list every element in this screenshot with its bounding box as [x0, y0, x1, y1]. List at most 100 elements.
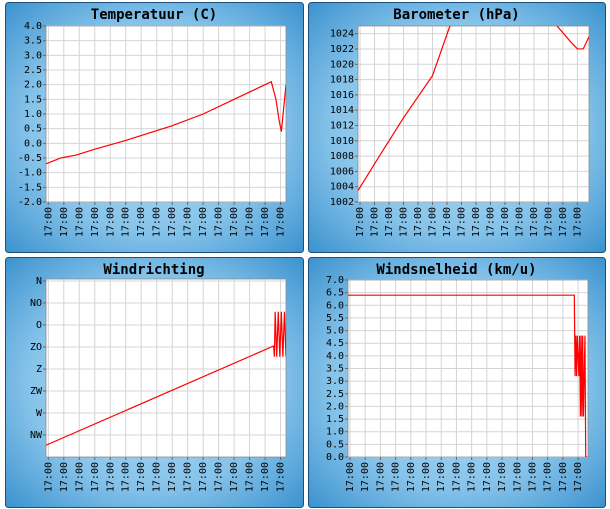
x-tick-label: 17:00 [482, 462, 493, 492]
y-tick-label: N [36, 276, 42, 287]
x-tick-label: 17:00 [214, 207, 225, 237]
x-tick-label: 17:00 [214, 462, 225, 492]
data-layer [46, 80, 286, 165]
x-tick-label: 17:00 [471, 207, 482, 237]
y-tick-label: 1010 [330, 136, 354, 147]
y-tick-label: 1.5 [24, 94, 42, 105]
plot-border [45, 25, 287, 203]
data-line [358, 26, 589, 191]
y-tick-label: 0.0 [24, 138, 42, 149]
x-tick-label: 17:00 [245, 207, 256, 237]
x-tick-label: 17:00 [136, 462, 147, 492]
y-tick-label: 3.5 [24, 36, 42, 47]
x-tick-label: 17:00 [245, 462, 256, 492]
x-tick-label: 17:00 [74, 462, 85, 492]
y-tick-label: 1014 [330, 105, 354, 116]
x-tick-label: 17:00 [121, 207, 132, 237]
plot-border [45, 278, 287, 458]
x-tick-label: 17:00 [573, 462, 584, 492]
x-tick-label: 17:00 [229, 207, 240, 237]
x-tick-label: 17:00 [572, 207, 583, 237]
y-tick-label: 2.5 [326, 389, 344, 400]
x-tick-label: 17:00 [406, 462, 417, 492]
x-tick-label: 17:00 [43, 207, 54, 237]
y-tick-label: 1.0 [326, 427, 344, 438]
x-tick-label: 17:00 [558, 207, 569, 237]
x-tick-label: 17:00 [183, 462, 194, 492]
y-tick-label: Z [36, 364, 42, 375]
y-tick-label: 6.0 [326, 300, 344, 311]
chart-title: Barometer (hPa) [393, 7, 519, 23]
x-tick-label: 17:00 [167, 207, 178, 237]
chart-panel: Windrichting N NO O ZO Z ZW W NW 17:00 17:00 17:00 1… [5, 257, 304, 508]
y-tick-label: -2.0 [18, 197, 42, 208]
y-tick-label: 0.0 [326, 452, 344, 463]
y-tick-label: 1.0 [24, 109, 42, 120]
x-tick-label: 17:00 [152, 462, 163, 492]
y-tick-label: -1.5 [18, 182, 42, 193]
x-tick-label: 17:00 [345, 462, 356, 492]
chart-title: Temperatuur (C) [91, 7, 217, 23]
y-tick-label: 1012 [330, 120, 354, 131]
y-tick-label: 1.5 [326, 414, 344, 425]
x-tick-label: 17:00 [497, 462, 508, 492]
y-tick-label: 4.0 [326, 351, 344, 362]
chart-panel: Temperatuur (C) -2.0 -1.5 -1.0 -0.5 0.0 0.5 1.0… [5, 2, 304, 253]
x-tick-label: 17:00 [391, 462, 402, 492]
x-tick-label: 17:00 [260, 207, 271, 237]
y-tick-label: 1020 [330, 59, 354, 70]
x-tick-label: 17:00 [43, 462, 54, 492]
x-tick-label: 17:00 [485, 207, 496, 237]
data-layer [46, 311, 286, 446]
plot-area [357, 25, 590, 203]
x-tick-label: 17:00 [198, 462, 209, 492]
x-tick-label: 17:00 [276, 207, 287, 237]
y-tick-label: 1004 [330, 182, 354, 193]
y-tick-label: 3.5 [326, 364, 344, 375]
plot-border [347, 279, 589, 458]
y-tick-label: ZW [30, 386, 43, 397]
x-tick-label: 17:00 [59, 462, 70, 492]
y-tick-label: 2.5 [24, 65, 42, 76]
x-tick-label: 17:00 [512, 462, 523, 492]
x-tick-label: 17:00 [152, 207, 163, 237]
y-tick-label: 3.0 [326, 376, 344, 387]
x-tick-label: 17:00 [442, 207, 453, 237]
x-tick-label: 17:00 [543, 462, 554, 492]
x-tick-label: 17:00 [558, 462, 569, 492]
y-tick-label: 7.0 [326, 275, 344, 286]
data-line [46, 80, 286, 165]
y-tick-label: O [36, 320, 42, 331]
y-tick-label: NW [30, 430, 43, 441]
y-tick-label: 1006 [330, 166, 354, 177]
y-tick-label: 6.5 [326, 288, 344, 299]
x-tick-label: 17:00 [370, 207, 381, 237]
y-tick-label: 1018 [330, 75, 354, 86]
y-tick-label: -1.0 [18, 168, 42, 179]
y-tick-label: 0.5 [24, 124, 42, 135]
data-layer [348, 294, 588, 457]
x-tick-label: 17:00 [451, 462, 462, 492]
x-tick-label: 17:00 [500, 207, 511, 237]
x-tick-label: 17:00 [276, 462, 287, 492]
x-tick-label: 17:00 [399, 207, 410, 237]
x-tick-label: 17:00 [360, 462, 371, 492]
x-tick-label: 17:00 [105, 207, 116, 237]
chart-title: Windsnelheid (km/u) [376, 262, 536, 278]
x-tick-label: 17:00 [59, 207, 70, 237]
x-tick-label: 17:00 [355, 207, 366, 237]
x-tick-label: 17:00 [183, 207, 194, 237]
chart-panel: Windsnelheid (km/u) 0.0 0.51.0 1.5 2.02.5 3.0… [308, 257, 606, 508]
y-tick-label: -0.5 [18, 153, 42, 164]
plot-border [357, 25, 590, 203]
x-tick-label: 17:00 [74, 207, 85, 237]
x-tick-label: 17:00 [384, 207, 395, 237]
chart-panel: Barometer (hPa) 1002 1004 1006 1008 1010 1012 1… [308, 2, 606, 253]
y-tick-label: 2.0 [24, 80, 42, 91]
data-layer [358, 26, 589, 191]
x-tick-label: 17:00 [105, 462, 116, 492]
x-tick-label: 17:00 [198, 207, 209, 237]
x-tick-label: 17:00 [167, 462, 178, 492]
x-tick-label: 17:00 [421, 462, 432, 492]
